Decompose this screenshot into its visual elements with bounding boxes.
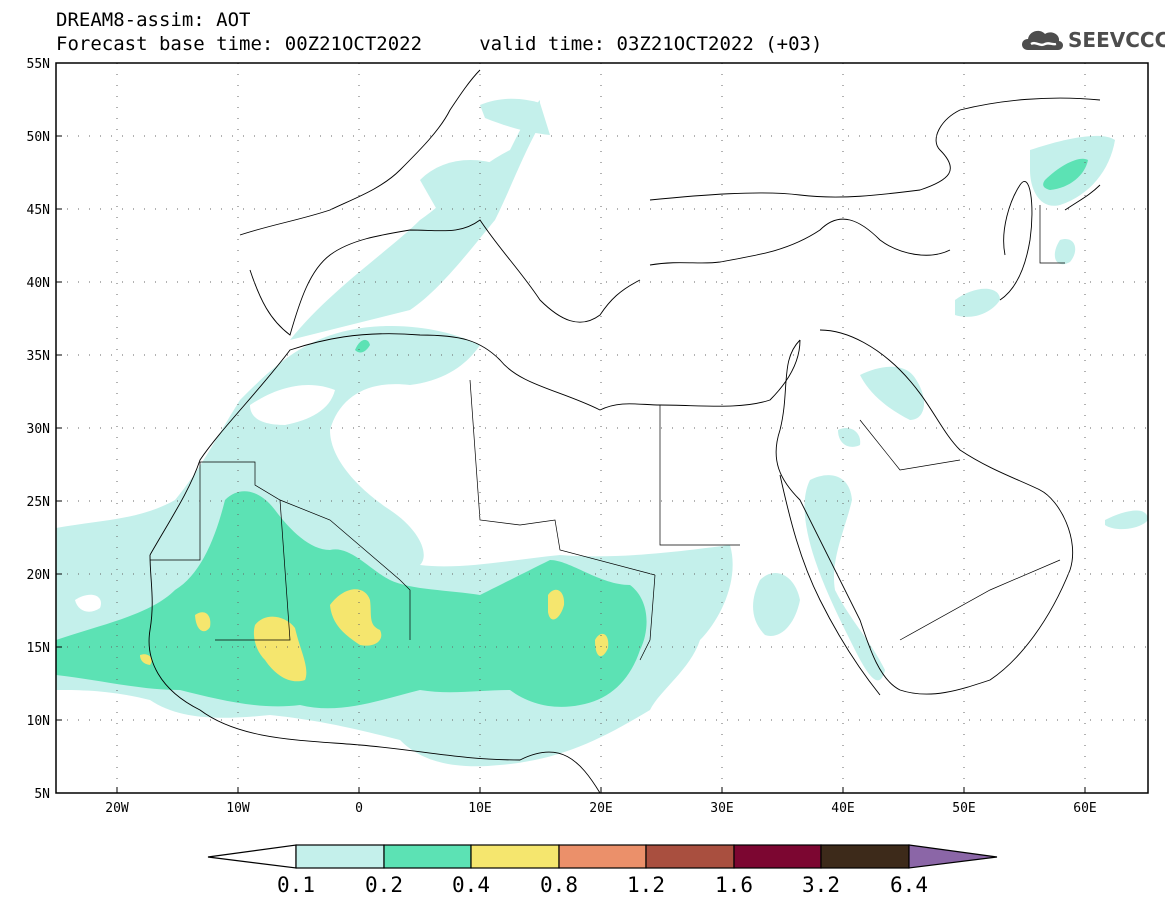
lat-label-45n: 45N [27, 203, 50, 218]
graticule [56, 63, 1148, 793]
lat-label-5n: 5N [34, 787, 50, 802]
country-borders [150, 205, 1065, 661]
lon-label-60e: 60E [1073, 801, 1096, 816]
lat-label-10n: 10N [27, 714, 50, 729]
coastlines-borders [148, 69, 1101, 793]
lon-label-40e: 40E [831, 801, 854, 816]
lon-label-20e: 20E [589, 801, 612, 816]
lat-label-25n: 25N [27, 495, 50, 510]
map-subtitle-times: Forecast base time: 00Z21OCT2022 valid t… [56, 33, 823, 55]
lat-label-40n: 40N [27, 276, 50, 291]
lat-label-20n: 20N [27, 568, 50, 583]
aot-zone-high [140, 589, 609, 682]
lat-label-55n: 55N [27, 57, 50, 72]
lat-label-30n: 30N [27, 422, 50, 437]
seevccc-logo: SEEVCCC [1018, 22, 1165, 58]
lon-label-10e: 10E [468, 801, 491, 816]
cloud-icon [1022, 30, 1064, 50]
axis-ticks [56, 62, 1086, 794]
lat-label-50n: 50N [27, 130, 50, 145]
lon-label-50e: 50E [952, 801, 975, 816]
lat-label-15n: 15N [27, 641, 50, 656]
aot-zone-clear [75, 385, 335, 612]
lon-label-0: 0 [355, 801, 363, 816]
lon-label-30e: 30E [710, 801, 733, 816]
logo-text: SEEVCCC [1068, 28, 1165, 52]
lon-label-20w: 20W [105, 801, 129, 816]
map-title: DREAM8-assim: AOT [56, 9, 251, 31]
lat-label-35n: 35N [27, 349, 50, 364]
aot-zone-medium [56, 158, 1088, 709]
lon-label-10w: 10W [226, 801, 250, 816]
